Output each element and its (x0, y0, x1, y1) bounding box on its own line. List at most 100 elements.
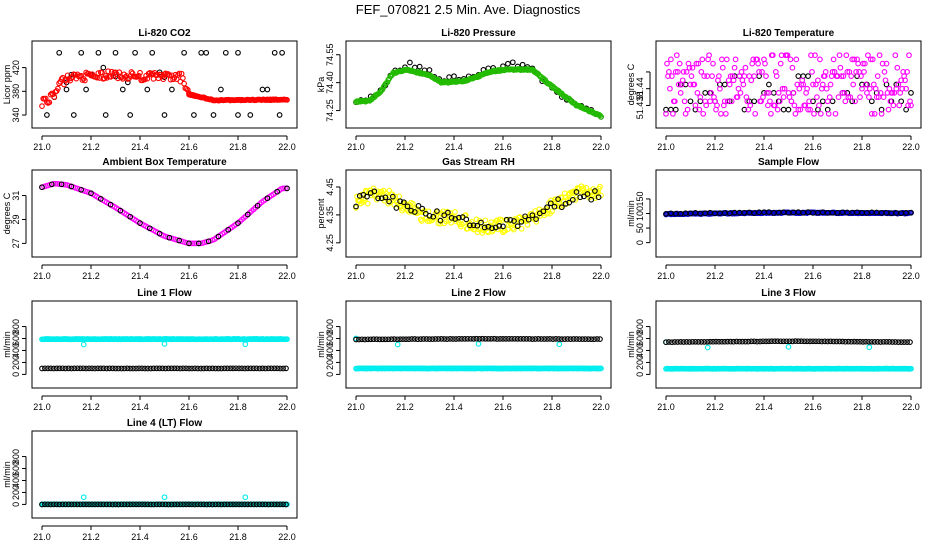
data-point (883, 60, 890, 67)
data-point (597, 183, 603, 190)
x-tick-label: 21.6 (804, 142, 822, 152)
data-point (584, 191, 591, 197)
data-point (775, 90, 782, 96)
data-point (792, 338, 799, 344)
data-point (430, 213, 437, 220)
data-point (674, 339, 681, 345)
data-point (473, 216, 480, 223)
data-point (698, 69, 705, 75)
data-point (850, 81, 857, 88)
data-point (768, 338, 775, 345)
x-tick-label: 21.4 (755, 271, 773, 281)
data-point (411, 336, 418, 342)
data-point (373, 336, 380, 343)
data-point (353, 203, 359, 210)
data-point (716, 73, 722, 79)
data-point (688, 73, 695, 79)
data-point (731, 64, 738, 71)
data-point (68, 365, 75, 372)
x-tick-label: 21.4 (445, 402, 463, 412)
data-point (494, 336, 500, 342)
data-point (367, 336, 374, 343)
data-point (549, 208, 555, 215)
data-point (809, 69, 815, 75)
data-point (878, 110, 885, 117)
data-point (150, 501, 157, 508)
data-point (835, 94, 842, 100)
data-point (68, 501, 75, 508)
x-tick-label: 21.4 (131, 402, 149, 412)
data-point (280, 185, 286, 192)
data-point (189, 501, 195, 508)
data-point (903, 85, 909, 92)
data-point (89, 501, 95, 508)
data-point (696, 106, 703, 113)
data-point (42, 95, 49, 102)
data-point (121, 365, 128, 372)
data-point (265, 501, 272, 508)
data-point (529, 336, 536, 342)
data-point (795, 73, 802, 79)
data-point (39, 365, 45, 372)
x-tick-label: 21.6 (494, 142, 512, 152)
data-point (62, 501, 69, 508)
data-point (432, 336, 439, 342)
data-point (841, 90, 848, 96)
data-point (786, 338, 793, 345)
x-tick-label: 21.4 (445, 142, 463, 152)
data-point (364, 193, 370, 200)
data-point (379, 336, 386, 343)
data-point (271, 365, 278, 372)
data-point (805, 106, 811, 113)
data-point (760, 338, 766, 345)
data-point (177, 501, 184, 508)
data-point (814, 94, 820, 100)
x-tick-label: 22.0 (902, 271, 920, 281)
x-tick-label: 22.0 (902, 142, 920, 152)
data-point (476, 336, 483, 342)
x-tick-label: 21.4 (755, 402, 773, 412)
data-point (692, 102, 699, 109)
data-point (197, 501, 204, 508)
data-point (45, 365, 51, 372)
data-point (268, 365, 275, 372)
data-point (161, 71, 168, 78)
data-point (56, 49, 63, 56)
data-point (88, 190, 94, 197)
data-point (65, 501, 72, 508)
data-point (170, 76, 176, 83)
data-point (677, 339, 684, 345)
data-point (562, 200, 569, 207)
data-point (858, 73, 864, 79)
data-point (386, 198, 392, 205)
plot-title: Li-820 Pressure (441, 28, 516, 39)
data-point (898, 339, 905, 345)
data-point (39, 184, 45, 191)
data-point (591, 336, 597, 343)
data-point (55, 85, 61, 92)
series-black (663, 338, 913, 346)
data-point (851, 338, 858, 345)
data-point (748, 77, 755, 84)
data-point (769, 52, 776, 59)
y-tick-label: 4.25 (325, 234, 335, 252)
data-point (48, 181, 55, 188)
data-point (783, 338, 790, 345)
data-point (679, 77, 686, 84)
data-point (284, 336, 290, 343)
x-tick-label: 21.0 (657, 271, 675, 281)
data-point (869, 56, 876, 63)
data-point (766, 338, 772, 345)
plot-frame (31, 430, 298, 519)
data-point (371, 188, 378, 195)
plot-title: Line 4 (LT) Flow (127, 418, 203, 429)
data-point (115, 501, 122, 508)
data-point (277, 501, 283, 508)
data-point (547, 200, 554, 207)
data-point (265, 365, 272, 372)
data-point (812, 52, 818, 59)
x-tick-label: 21.8 (229, 532, 247, 540)
data-point (544, 204, 550, 211)
data-point (44, 112, 50, 118)
data-point (882, 77, 889, 84)
